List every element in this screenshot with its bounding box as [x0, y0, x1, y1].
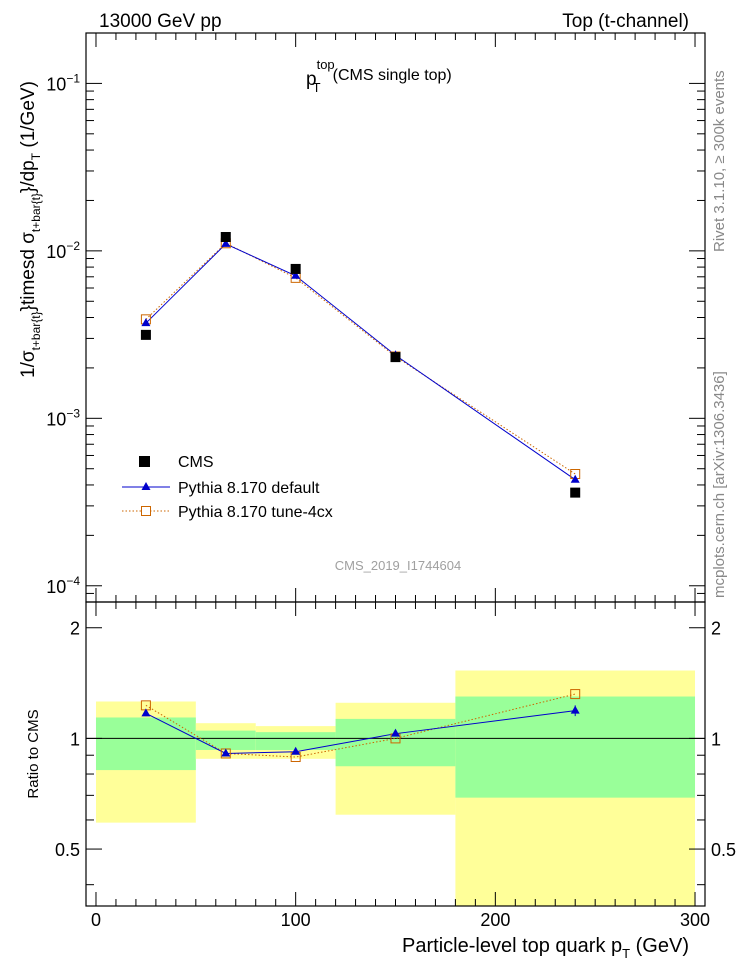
ratio-default-marker	[570, 705, 580, 714]
ratio-y-tick-label-right: 1	[711, 729, 721, 749]
default-marker	[141, 318, 151, 327]
ratio-default-marker	[221, 748, 231, 757]
ratio-default-marker	[391, 728, 400, 737]
main-y-tick-label: 10−2	[46, 239, 80, 262]
ratio-y-tick-label-left: 2	[70, 619, 80, 639]
tune-line	[145, 242, 576, 475]
cms-marker	[220, 232, 231, 243]
ratio-y-tick-label-left: 1	[70, 729, 80, 749]
ratio-default-marker	[141, 708, 151, 717]
legend-default-marker	[141, 482, 151, 490]
header-right: Top (t-channel)	[562, 11, 689, 32]
ratio-y-tick-label-right: 2	[711, 619, 721, 639]
cms-marker	[140, 329, 151, 340]
legend: CMS Pythia 8.170 default Pythia 8.170 tu…	[122, 454, 333, 521]
ratio-band-inner-0	[95, 717, 196, 771]
ratio-y-tick-label-left: 0.5	[55, 840, 80, 860]
rivet-label: Rivet 3.1.10, ≥ 300k events	[711, 70, 728, 252]
analysis-watermark: CMS_2019_I1744604	[335, 558, 462, 573]
legend-tune-marker	[141, 506, 151, 516]
main-y-tick-label: 10−1	[46, 71, 80, 94]
ratio-tune-marker	[570, 689, 581, 700]
x-tick-label: 300	[680, 910, 710, 930]
mcplots-label: mcplots.cern.ch [arXiv:1306.3436]	[711, 371, 728, 598]
x-tick-label: 200	[480, 910, 510, 930]
chart-title: ptop T(CMS single top)	[306, 57, 452, 95]
ratio-tune-line	[145, 693, 576, 758]
x-tick-label: 0	[91, 910, 101, 930]
default-line	[145, 243, 576, 481]
ratio-default-marker	[291, 746, 301, 755]
ratio-y-axis-label: Ratio to CMS	[25, 709, 42, 798]
cms-marker	[570, 487, 581, 498]
main-y-tick-label: 10−4	[46, 574, 80, 597]
default-marker	[291, 270, 301, 279]
main-y-tick-label: 10−3	[46, 406, 80, 429]
main-y-axis-label: 1/σt+bar{t}}timesd σt+bar{t}}/dpT (1/GeV…	[18, 81, 43, 378]
default-marker	[570, 474, 580, 483]
ratio-band-inner-2	[255, 732, 336, 750]
ratio-band-inner-1	[195, 730, 256, 750]
legend-default-label: Pythia 8.170 default	[178, 480, 320, 497]
legend-cms-marker	[139, 456, 150, 467]
legend-cms-label: CMS	[178, 454, 214, 471]
legend-tune-label: Pythia 8.170 tune-4cx	[178, 504, 333, 521]
cms-marker	[290, 263, 301, 274]
x-axis-label: Particle-level top quark pT (GeV)	[402, 935, 689, 961]
default-marker	[221, 238, 231, 247]
ratio-y-tick-label-right: 0.5	[711, 840, 736, 860]
x-tick-label: 100	[281, 910, 311, 930]
cms-marker	[390, 352, 401, 363]
header-left: 13000 GeV pp	[99, 11, 222, 32]
